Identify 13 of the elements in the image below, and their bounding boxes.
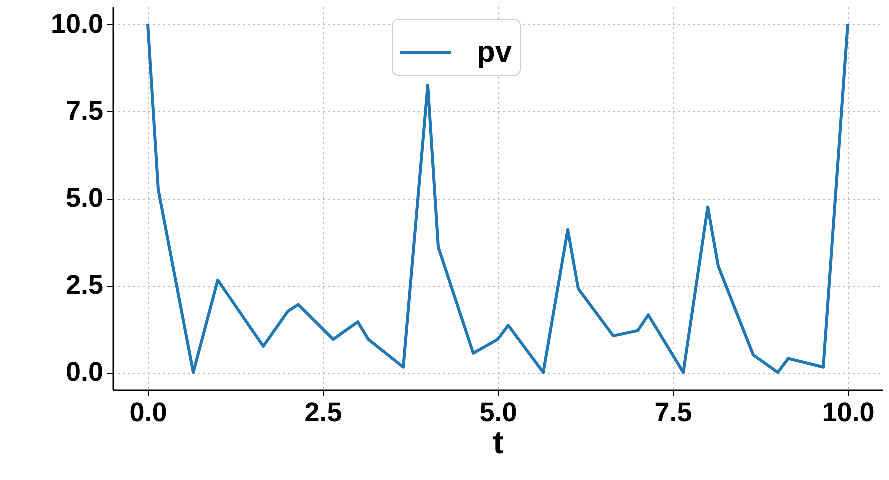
x-tick-label: 0.0	[130, 398, 168, 428]
line-series	[146, 22, 850, 374]
y-tick-label: 2.5	[66, 270, 104, 300]
x-tick-label: 10.0	[822, 398, 875, 428]
x-axis-title: t	[493, 424, 504, 460]
y-tick-label: 5.0	[66, 183, 104, 213]
y-tick-label: 7.5	[66, 96, 104, 126]
legend-label: pv	[477, 36, 512, 69]
x-tick-label: 5.0	[480, 398, 518, 428]
y-tick-label: 0.0	[66, 357, 104, 388]
x-tick-label: 2.5	[304, 398, 342, 428]
x-tick-label: 7.5	[654, 398, 692, 428]
y-tick-label: 10.0	[50, 8, 104, 39]
